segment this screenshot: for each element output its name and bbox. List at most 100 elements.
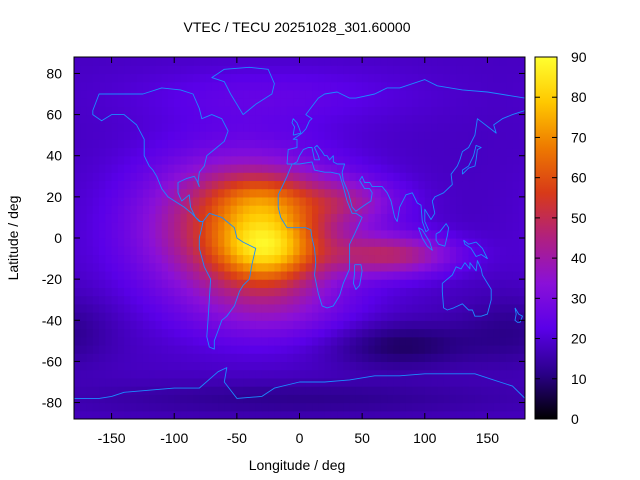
heatmap-cell — [193, 270, 200, 280]
heatmap-cell — [487, 410, 495, 419]
heatmap-cell — [305, 57, 313, 66]
heatmap-cell — [224, 57, 232, 66]
heatmap-cell — [418, 188, 426, 198]
heatmap-cell — [506, 205, 514, 214]
heatmap-cell — [261, 155, 269, 165]
heatmap-cell — [205, 262, 213, 272]
heatmap-cell — [199, 172, 207, 182]
heatmap-cell — [218, 254, 225, 264]
heatmap-cell — [255, 114, 263, 124]
heatmap-cell — [211, 147, 219, 157]
heatmap-cell — [274, 295, 282, 305]
heatmap-cell — [362, 89, 369, 99]
heatmap-cell — [337, 410, 344, 419]
heatmap-cell — [193, 238, 200, 247]
heatmap-cell — [487, 73, 495, 83]
heatmap-cell — [380, 238, 388, 247]
heatmap-cell — [99, 139, 106, 149]
heatmap-cell — [86, 279, 94, 288]
heatmap-cell — [149, 98, 157, 107]
heatmap-cell — [167, 270, 175, 280]
heatmap-cell — [380, 196, 388, 206]
heatmap-cell — [299, 312, 307, 321]
heatmap-cell — [337, 205, 344, 214]
heatmap-cell — [443, 353, 451, 363]
heatmap-cell — [86, 238, 94, 247]
heatmap-cell — [105, 98, 113, 107]
heatmap-cell — [512, 221, 520, 231]
heatmap-cell — [293, 196, 301, 206]
heatmap-cell — [474, 89, 482, 99]
heatmap-cell — [174, 402, 182, 412]
heatmap-cell — [274, 57, 282, 66]
heatmap-cell — [111, 394, 119, 404]
heatmap-cell — [518, 279, 525, 288]
heatmap-cell — [424, 122, 432, 132]
heatmap-cell — [474, 353, 482, 363]
heatmap-cell — [155, 89, 163, 99]
heatmap-cell — [211, 328, 219, 338]
heatmap-cell — [142, 89, 150, 99]
heatmap-cell — [80, 131, 88, 140]
heatmap-cell — [355, 254, 363, 264]
heatmap-cell — [136, 172, 144, 182]
heatmap-cell — [261, 139, 269, 149]
heatmap-cell — [74, 89, 81, 99]
heatmap-cell — [280, 213, 288, 223]
heatmap-cell — [117, 295, 125, 305]
heatmap-cell — [243, 221, 250, 231]
heatmap-cell — [255, 180, 263, 190]
heatmap-cell — [249, 361, 257, 371]
heatmap-cell — [349, 336, 357, 346]
heatmap-cell — [193, 295, 200, 305]
heatmap-cell — [355, 320, 363, 330]
heatmap-cell — [481, 131, 489, 140]
heatmap-cell — [236, 238, 244, 247]
heatmap-cell — [518, 386, 525, 395]
heatmap-cell — [330, 172, 338, 182]
heatmap-cell — [380, 139, 388, 149]
heatmap-cell — [362, 402, 369, 412]
heatmap-cell — [180, 172, 188, 182]
heatmap-cell — [261, 163, 269, 173]
heatmap-cell — [349, 180, 357, 190]
heatmap-cell — [74, 98, 81, 107]
heatmap-cell — [199, 131, 207, 140]
heatmap-cell — [255, 246, 263, 256]
heatmap-cell — [487, 238, 495, 247]
heatmap-cell — [368, 147, 376, 157]
heatmap-cell — [337, 361, 344, 371]
heatmap-cell — [399, 205, 407, 214]
heatmap-cell — [80, 386, 88, 395]
heatmap-cell — [186, 262, 194, 272]
heatmap-cell — [399, 312, 407, 321]
heatmap-cell — [512, 147, 520, 157]
heatmap-cell — [286, 377, 294, 387]
heatmap-cell — [393, 114, 401, 124]
heatmap-cell — [474, 344, 482, 354]
heatmap-cell — [293, 386, 301, 395]
heatmap-cell — [80, 295, 88, 305]
heatmap-cell — [117, 336, 125, 346]
heatmap-cell — [499, 65, 507, 75]
heatmap-cell — [124, 254, 131, 264]
heatmap-cell — [374, 361, 382, 371]
heatmap-cell — [474, 238, 482, 247]
heatmap-cell — [393, 410, 401, 419]
heatmap-cell — [155, 73, 163, 83]
heatmap-cell — [330, 320, 338, 330]
heatmap-cell — [418, 98, 426, 107]
heatmap-cell — [155, 361, 163, 371]
heatmap-cell — [280, 394, 288, 404]
heatmap-cell — [443, 81, 451, 91]
heatmap-cell — [211, 344, 219, 354]
heatmap-cell — [337, 57, 344, 66]
heatmap-cell — [481, 336, 489, 346]
heatmap-cell — [418, 238, 426, 247]
heatmap-cell — [117, 254, 125, 264]
heatmap-cell — [499, 73, 507, 83]
heatmap-cell — [174, 279, 182, 288]
heatmap-cell — [362, 287, 369, 297]
heatmap-cell — [105, 328, 113, 338]
heatmap-cell — [205, 65, 213, 75]
